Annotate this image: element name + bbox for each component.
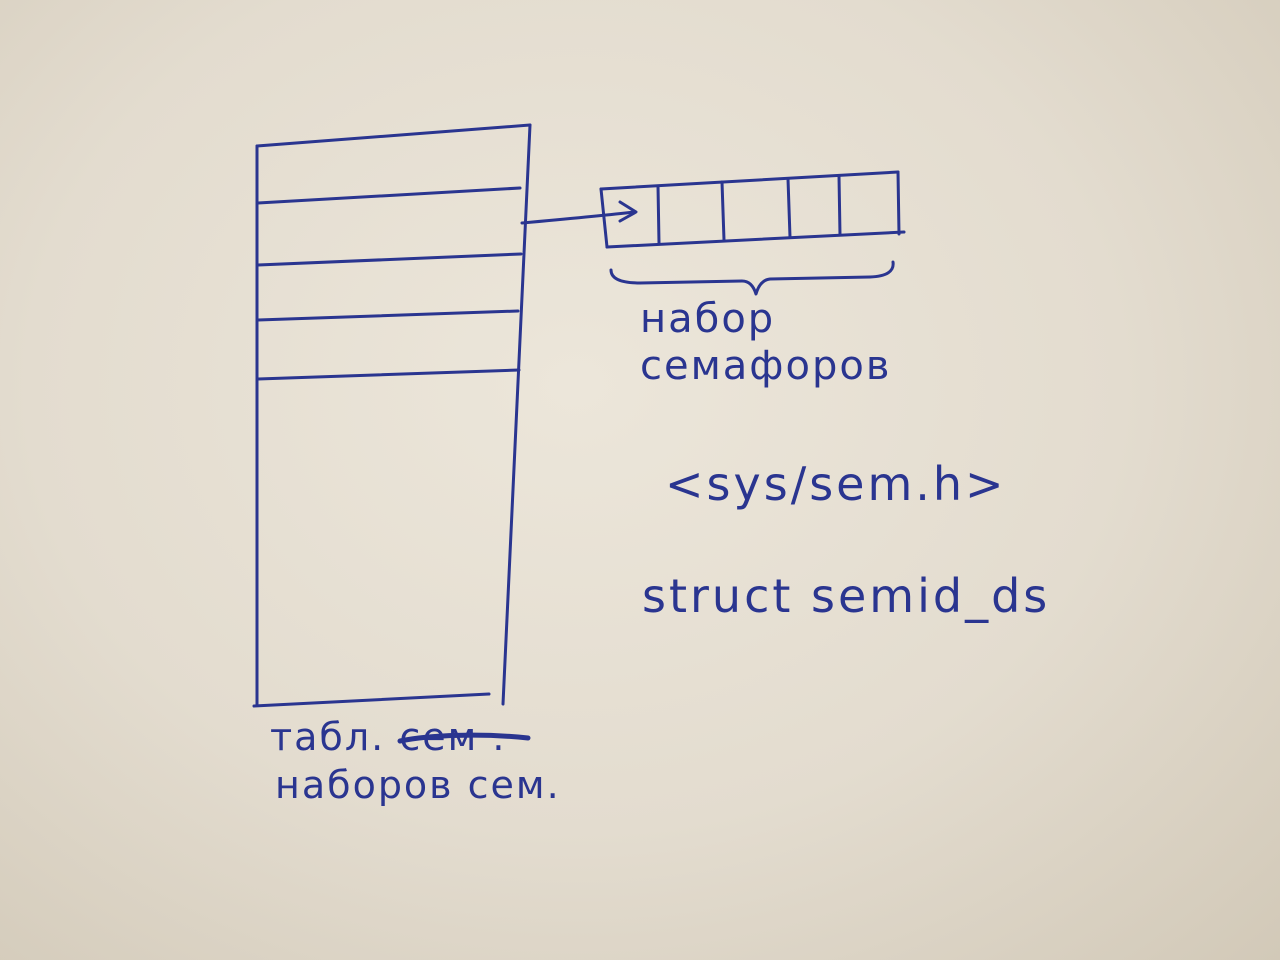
semaphore-set-table	[252, 123, 532, 708]
table-right-edge	[501, 123, 532, 706]
table-label-prefix: табл.	[270, 715, 385, 759]
array-top-edge	[599, 170, 900, 191]
array-brace	[609, 260, 895, 296]
array-cell-divider-3	[786, 177, 792, 239]
table-row-divider-2	[256, 252, 523, 267]
table-bottom-edge	[252, 692, 491, 708]
table-row-divider-4	[256, 368, 521, 381]
table-row-divider-3	[256, 309, 520, 322]
semaphore-set-label-line2: семафоров	[640, 343, 891, 389]
table-top-edge	[255, 123, 532, 148]
array-cell-divider-1	[656, 184, 661, 245]
strikethrough-mark	[397, 732, 531, 744]
array-cell-divider-4	[837, 174, 842, 237]
semaphore-array	[599, 170, 906, 296]
arrow-head-icon	[618, 200, 638, 223]
arrow-shaft	[520, 210, 636, 225]
array-bottom-edge	[605, 230, 906, 249]
array-right-edge	[896, 170, 901, 236]
table-label-line2: наборов сем.	[275, 763, 561, 807]
table-row-divider-1	[256, 186, 522, 205]
semaphore-set-label-line1: набор	[640, 296, 775, 342]
struct-name-label: struct semid_ds	[642, 569, 1050, 623]
labels: набор семафоров <sys/sem.h> struct semid…	[270, 296, 1050, 807]
header-file-label: <sys/sem.h>	[665, 457, 1007, 511]
pointer-arrow	[520, 200, 638, 225]
array-left-edge	[599, 187, 609, 249]
array-cell-divider-2	[720, 180, 726, 242]
